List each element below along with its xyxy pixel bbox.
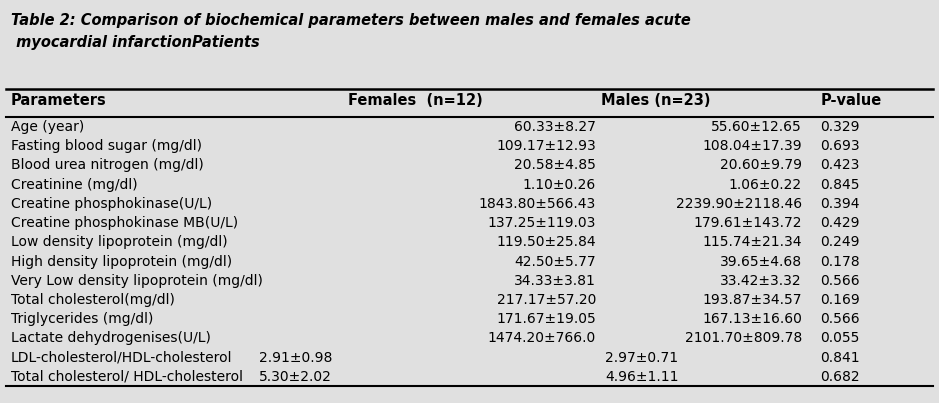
Text: 171.67±19.05: 171.67±19.05 — [496, 312, 596, 326]
Text: Creatine phosphokinase(U/L): Creatine phosphokinase(U/L) — [10, 197, 212, 211]
Text: 20.60±9.79: 20.60±9.79 — [720, 158, 802, 172]
Text: Total cholesterol/ HDL-cholesterol: Total cholesterol/ HDL-cholesterol — [10, 370, 243, 384]
Text: Parameters: Parameters — [10, 93, 106, 108]
Text: Fasting blood sugar (mg/dl): Fasting blood sugar (mg/dl) — [10, 139, 202, 153]
Text: 0.682: 0.682 — [821, 370, 860, 384]
Text: Triglycerides (mg/dl): Triglycerides (mg/dl) — [10, 312, 153, 326]
Text: 217.17±57.20: 217.17±57.20 — [497, 293, 596, 307]
Text: 0.429: 0.429 — [821, 216, 860, 230]
Text: 0.249: 0.249 — [821, 235, 860, 249]
Text: 33.42±3.32: 33.42±3.32 — [720, 274, 802, 288]
Text: 2239.90±2118.46: 2239.90±2118.46 — [676, 197, 802, 211]
Text: Males (n=23): Males (n=23) — [601, 93, 710, 108]
Text: 0.566: 0.566 — [821, 312, 860, 326]
Text: 1474.20±766.0: 1474.20±766.0 — [487, 331, 596, 345]
Text: 179.61±143.72: 179.61±143.72 — [693, 216, 802, 230]
Text: 108.04±17.39: 108.04±17.39 — [702, 139, 802, 153]
Text: 55.60±12.65: 55.60±12.65 — [711, 120, 802, 134]
Text: 0.329: 0.329 — [821, 120, 860, 134]
Text: 2.91±0.98: 2.91±0.98 — [259, 351, 332, 365]
Text: Total cholesterol(mg/dl): Total cholesterol(mg/dl) — [10, 293, 175, 307]
Text: 137.25±119.03: 137.25±119.03 — [487, 216, 596, 230]
Text: 2101.70±809.78: 2101.70±809.78 — [685, 331, 802, 345]
Text: P-value: P-value — [821, 93, 882, 108]
Text: 0.841: 0.841 — [821, 351, 860, 365]
Text: Creatine phosphokinase MB(U/L): Creatine phosphokinase MB(U/L) — [10, 216, 238, 230]
Text: LDL-cholesterol/HDL-cholesterol: LDL-cholesterol/HDL-cholesterol — [10, 351, 232, 365]
Text: 0.394: 0.394 — [821, 197, 860, 211]
Text: 0.845: 0.845 — [821, 178, 860, 192]
Text: 0.055: 0.055 — [821, 331, 860, 345]
Text: Low density lipoprotein (mg/dl): Low density lipoprotein (mg/dl) — [10, 235, 227, 249]
Text: Table 2: Comparison of biochemical parameters between males and females acute: Table 2: Comparison of biochemical param… — [10, 13, 690, 28]
Text: 34.33±3.81: 34.33±3.81 — [514, 274, 596, 288]
Text: Females  (n=12): Females (n=12) — [347, 93, 483, 108]
Text: 109.17±12.93: 109.17±12.93 — [496, 139, 596, 153]
Text: Age (year): Age (year) — [10, 120, 84, 134]
Text: 42.50±5.77: 42.50±5.77 — [515, 255, 596, 268]
Text: 1.10±0.26: 1.10±0.26 — [523, 178, 596, 192]
Text: 39.65±4.68: 39.65±4.68 — [719, 255, 802, 268]
Text: Blood urea nitrogen (mg/dl): Blood urea nitrogen (mg/dl) — [10, 158, 204, 172]
Text: 0.566: 0.566 — [821, 274, 860, 288]
Text: 1843.80±566.43: 1843.80±566.43 — [479, 197, 596, 211]
Text: 115.74±21.34: 115.74±21.34 — [702, 235, 802, 249]
Text: 0.423: 0.423 — [821, 158, 860, 172]
Text: High density lipoprotein (mg/dl): High density lipoprotein (mg/dl) — [10, 255, 232, 268]
Text: 0.178: 0.178 — [821, 255, 860, 268]
Text: 4.96±1.11: 4.96±1.11 — [606, 370, 679, 384]
Text: 5.30±2.02: 5.30±2.02 — [259, 370, 331, 384]
Text: 60.33±8.27: 60.33±8.27 — [514, 120, 596, 134]
Text: 1.06±0.22: 1.06±0.22 — [729, 178, 802, 192]
Text: Very Low density lipoprotein (mg/dl): Very Low density lipoprotein (mg/dl) — [10, 274, 263, 288]
Text: 20.58±4.85: 20.58±4.85 — [514, 158, 596, 172]
Text: 2.97±0.71: 2.97±0.71 — [606, 351, 678, 365]
Text: 167.13±16.60: 167.13±16.60 — [702, 312, 802, 326]
Text: Creatinine (mg/dl): Creatinine (mg/dl) — [10, 178, 137, 192]
Text: myocardial infarctionPatients: myocardial infarctionPatients — [10, 35, 259, 50]
Text: 0.693: 0.693 — [821, 139, 860, 153]
Text: 193.87±34.57: 193.87±34.57 — [702, 293, 802, 307]
Text: 0.169: 0.169 — [821, 293, 860, 307]
Text: 119.50±25.84: 119.50±25.84 — [497, 235, 596, 249]
Text: Lactate dehydrogenises(U/L): Lactate dehydrogenises(U/L) — [10, 331, 210, 345]
